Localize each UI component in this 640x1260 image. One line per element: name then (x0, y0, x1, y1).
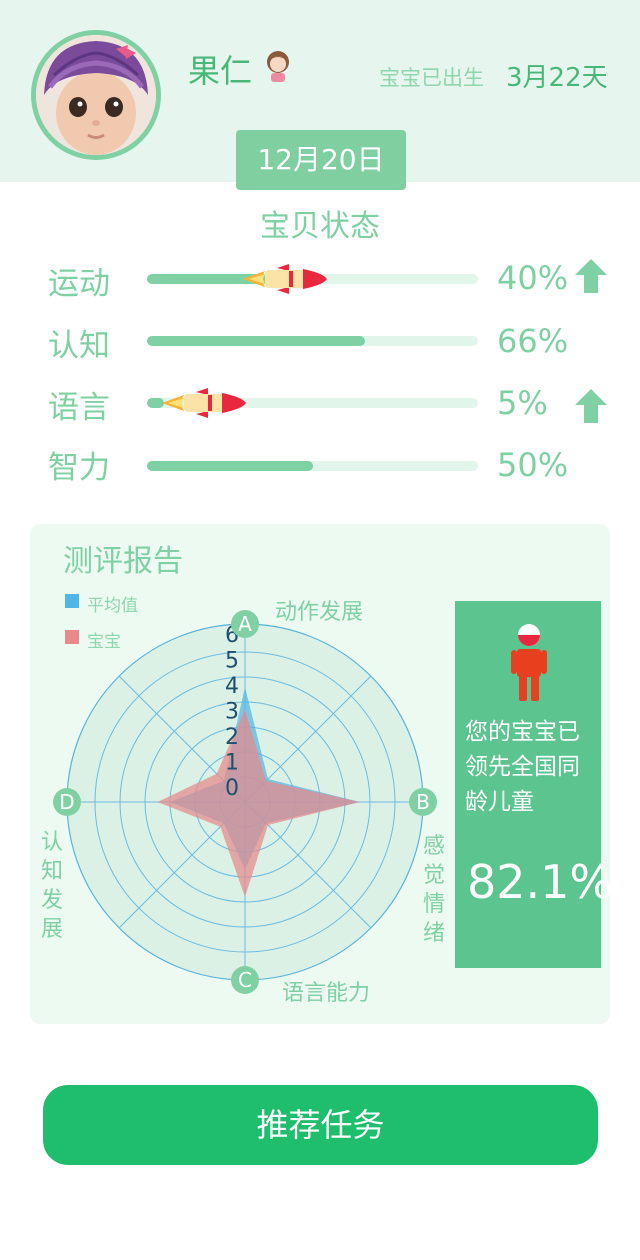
report-title: 测评报告 (63, 544, 183, 579)
age-value: 3月22天 (506, 63, 608, 93)
axis-marker-a (231, 610, 259, 638)
up-arrow-icon (575, 389, 607, 423)
lead-text: 您的宝宝已领先全国同龄儿童 (465, 719, 580, 815)
progress-fill-language (147, 398, 164, 408)
girl-icon (267, 51, 289, 82)
recommend-tasks-button[interactable]: 推荐任务 (43, 1085, 598, 1165)
legend-label-average: 平均值 (87, 596, 138, 616)
progress-track-cognition (147, 336, 478, 346)
metric-pct-cognition: 66% (497, 322, 569, 360)
metric-label-motor: 运动 (48, 266, 110, 302)
lead-percentage: 82.1% (467, 855, 614, 909)
rocket-icon (243, 264, 327, 294)
metric-label-cognition: 认知 (48, 328, 110, 364)
axis-letter-b: B (416, 790, 430, 814)
child-icon (511, 624, 547, 701)
legend-swatch-baby (65, 630, 79, 644)
axis-name-c: 语言能力 (282, 981, 371, 1006)
progress-fill-cognition (147, 336, 366, 346)
metric-label-language: 语言 (48, 390, 110, 426)
radar-scale-tick: 4 (225, 674, 239, 699)
progress-fill-motor (147, 274, 280, 284)
baby-avatar[interactable] (31, 30, 161, 160)
radar-series-baby (157, 709, 360, 897)
status-title: 宝贝状态 (260, 209, 380, 244)
radar-scale-tick: 0 (225, 776, 239, 801)
radar-scale-tick: 1 (225, 751, 239, 776)
metric-label-intelligence: 智力 (48, 450, 110, 486)
baby-photo (36, 35, 156, 155)
axis-marker-b (409, 788, 437, 816)
radar-scale-tick: 3 (225, 700, 239, 725)
progress-track-language (147, 398, 478, 408)
date-badge[interactable]: 12月20日 (236, 130, 406, 190)
axis-name-d: 认知发展 (41, 830, 64, 942)
up-arrow-icon (575, 259, 607, 293)
legend-label-baby: 宝宝 (87, 632, 121, 652)
legend-swatch-average (65, 594, 79, 608)
metric-pct-language: 5% (497, 384, 548, 422)
lead-panel: 您的宝宝已领先全国同龄儿童 82.1% (455, 601, 613, 968)
axis-name-b: 感觉情绪 (423, 834, 446, 946)
axis-letter-d: D (59, 790, 74, 814)
radar-scale-tick: 2 (225, 725, 239, 750)
rocket-icon (162, 388, 246, 418)
axis-letter-a: A (238, 612, 252, 636)
metric-pct-intelligence: 50% (497, 446, 569, 484)
axis-letter-c: C (238, 968, 252, 992)
axis-marker-d (53, 788, 81, 816)
metric-pct-motor: 40% (497, 259, 569, 297)
radar-scale-tick: 5 (225, 649, 239, 674)
baby-name: 果仁 (188, 52, 253, 90)
age-label: 宝宝已出生 (379, 66, 484, 90)
axis-name-a: 动作发展 (275, 600, 364, 625)
progress-fill-intelligence (147, 461, 313, 471)
axis-marker-c (231, 966, 259, 994)
progress-track-intelligence (147, 461, 478, 471)
